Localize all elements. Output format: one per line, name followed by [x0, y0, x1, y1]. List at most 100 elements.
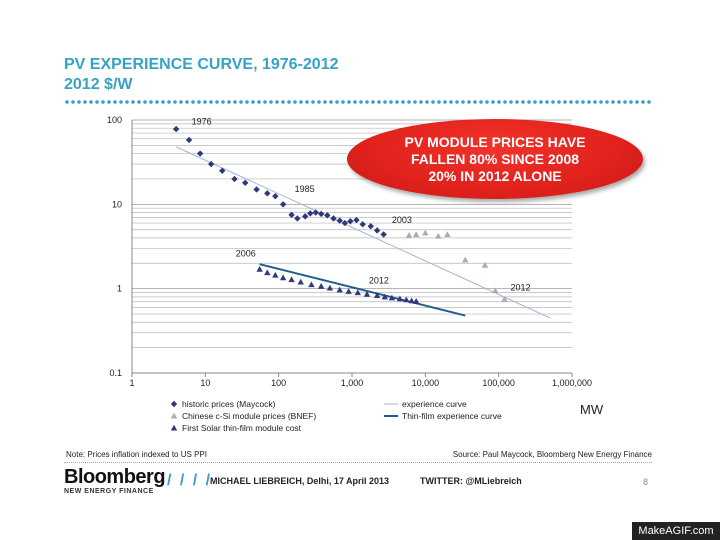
data-point: [388, 294, 396, 301]
data-point: [444, 231, 451, 237]
data-point: [408, 297, 415, 304]
data-point: [347, 218, 354, 225]
year-annotation: 2003: [392, 215, 412, 225]
series-line: [259, 263, 466, 317]
watermark: MakeAGIF.com: [632, 522, 720, 540]
legend-label: experience curve: [402, 399, 467, 409]
brand-name: Bloomberg: [64, 466, 166, 488]
legend-label: Chinese c-Si module prices (BNEF): [182, 411, 316, 421]
data-point: [288, 276, 295, 283]
data-point: [380, 231, 387, 238]
source-note: Source: Paul Maycock, Bloomberg New Ener…: [452, 450, 652, 459]
data-point: [231, 175, 238, 183]
data-point: [341, 219, 349, 227]
year-annotation: 1976: [192, 117, 212, 127]
data-point: [367, 223, 374, 230]
data-point: [279, 274, 287, 281]
footnote: Note: Prices inflation indexed to US PPI: [66, 450, 207, 459]
data-point: [264, 190, 271, 197]
data-point: [326, 284, 334, 291]
title-line-1: PV EXPERIENCE CURVE, 1976-2012: [64, 56, 339, 73]
data-point: [307, 210, 314, 217]
data-point: [308, 281, 315, 288]
data-point: [412, 231, 420, 237]
data-point: [396, 295, 404, 302]
callout-line-3: 20% IN 2012 ALONE: [428, 167, 562, 184]
data-point: [242, 179, 249, 187]
page-number: 8: [643, 477, 649, 487]
x-tick-label: 100: [271, 378, 286, 388]
data-point: [359, 221, 366, 228]
x-tick-label: 10: [200, 378, 210, 388]
title-line-2: 2012 $/W: [64, 76, 133, 93]
year-annotation: 2012: [511, 283, 531, 293]
data-point: [256, 266, 263, 272]
data-point: [501, 296, 508, 302]
data-point: [207, 160, 215, 168]
data-point: [272, 271, 279, 278]
data-point: [381, 293, 388, 300]
data-point: [294, 215, 301, 222]
data-point: [403, 296, 410, 303]
brand-subtitle: NEW ENERGY FINANCE: [64, 488, 154, 495]
legend-label: historic prices (Maycock): [182, 399, 276, 409]
x-tick-label: 1,000,000: [552, 378, 592, 388]
data-point: [185, 136, 193, 144]
data-point: [272, 192, 279, 200]
legend-label: First Solar thin-film module cost: [182, 423, 302, 433]
data-point: [462, 256, 469, 263]
y-tick-label: 10: [112, 199, 122, 209]
data-point: [435, 232, 442, 239]
data-point: [345, 288, 352, 294]
data-point: [330, 215, 337, 222]
legend-label: Thin-film experience curve: [402, 411, 502, 421]
data-point: [170, 424, 178, 431]
data-point: [412, 298, 420, 304]
slide-title: PV EXPERIENCE CURVE, 1976-2012 2012 $/W: [64, 55, 339, 95]
data-point: [405, 232, 413, 238]
data-point: [324, 212, 331, 219]
data-point: [264, 269, 271, 276]
data-point: [481, 261, 489, 268]
callout-line-1: PV MODULE PRICES HAVE: [404, 133, 586, 150]
year-annotation: 1985: [295, 184, 315, 194]
data-point: [317, 210, 325, 218]
data-point: [353, 216, 360, 224]
data-point: [373, 227, 381, 234]
data-point: [219, 167, 226, 174]
data-point: [422, 229, 429, 236]
y-tick-label: 0.1: [109, 368, 122, 378]
data-point: [317, 282, 325, 289]
data-point: [312, 209, 319, 216]
footer-twitter: TWITTER: @MLiebreich: [420, 476, 522, 486]
data-point: [170, 400, 178, 408]
data-point: [373, 292, 381, 299]
data-point: [363, 290, 371, 297]
callout-line-2: FALLEN 80% SINCE 2008: [410, 150, 580, 167]
year-annotation: 2012: [369, 276, 389, 286]
x-tick-label: 1,000: [341, 378, 364, 388]
bloomberg-logo: Bloomberg NEW ENERGY FINANCE: [64, 466, 166, 496]
year-annotation: 2006: [236, 249, 256, 259]
data-point: [336, 217, 343, 224]
x-axis-label: MW: [580, 402, 604, 417]
data-point: [288, 211, 295, 219]
title-divider: [64, 99, 652, 105]
footer-divider: [64, 462, 652, 463]
data-point: [172, 125, 180, 133]
x-tick-label: 100,000: [482, 378, 515, 388]
brand-slashes: / / / /: [167, 472, 213, 489]
series-line: [175, 146, 551, 319]
data-point: [170, 412, 178, 419]
data-point: [253, 186, 260, 193]
x-tick-label: 10,000: [412, 378, 440, 388]
y-tick-label: 100: [107, 115, 122, 125]
data-point: [336, 286, 343, 293]
footer-author: MICHAEL LIEBREICH, Delhi, 17 April 2013: [210, 476, 390, 486]
x-tick-label: 1: [129, 378, 134, 388]
callout-bubble: PV MODULE PRICES HAVE FALLEN 80% SINCE 2…: [347, 119, 643, 199]
data-point: [354, 289, 362, 296]
data-point: [492, 287, 499, 294]
y-tick-label: 1: [117, 284, 122, 294]
